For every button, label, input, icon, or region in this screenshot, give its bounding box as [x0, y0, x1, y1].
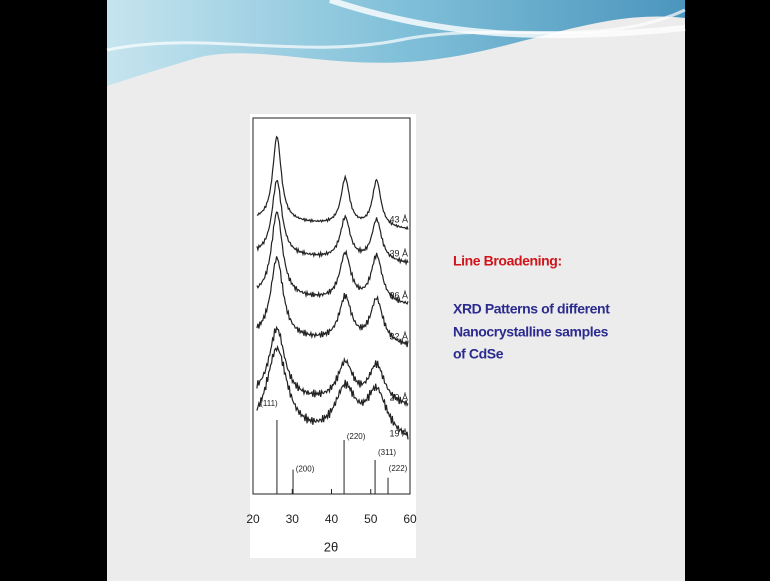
sample-label: 36 Å — [389, 290, 408, 300]
slide-body-line: of CdSe — [453, 346, 504, 362]
slide-body-line: Nanocrystalline samples — [453, 324, 609, 340]
x-tick-label: 20 — [246, 512, 260, 526]
sample-label: 29 Å — [389, 392, 408, 402]
sample-label: 39 Å — [389, 248, 408, 258]
slide-frame: 2θ 20 30 40 50 60 (111) (200) (220) (311) (222) 43… — [0, 0, 770, 581]
slide-heading: Line Broadening: — [453, 253, 562, 269]
page: 2θ 20 30 40 50 60 (111) (200) (220) (311) (222) 43… — [0, 0, 770, 581]
xrd-figure: 2θ 20 30 40 50 60 (111) (200) (220) (311) (222) 43… — [246, 114, 417, 558]
sample-label: 19 Å — [389, 428, 408, 438]
x-tick-label: 30 — [286, 512, 300, 526]
reflection-label: (222) — [389, 464, 408, 473]
x-axis-label: 2θ — [324, 539, 338, 554]
sample-label: 32 Å — [389, 331, 408, 341]
x-tick-label: 50 — [364, 512, 378, 526]
x-tick-label: 60 — [403, 512, 417, 526]
reflection-label: (111) — [260, 399, 278, 408]
x-tick-label: 40 — [325, 512, 339, 526]
reflection-label: (220) — [347, 432, 366, 441]
reflection-label: (200) — [296, 465, 315, 474]
reflection-label: (311) — [378, 448, 396, 457]
sample-label: 43 Å — [389, 214, 408, 224]
slide-body-line: XRD Patterns of different — [453, 301, 610, 317]
